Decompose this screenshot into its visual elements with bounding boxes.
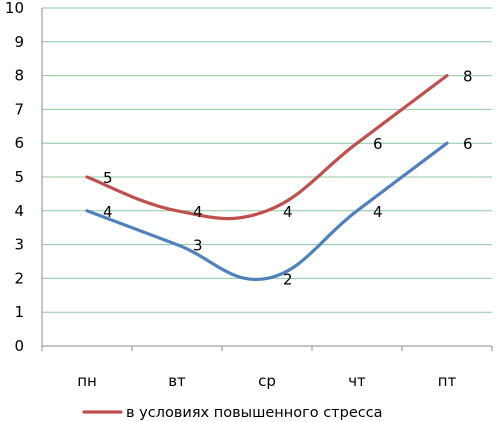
y-tick-label-5: 5 — [14, 168, 24, 186]
x-tick-label-2: ср — [258, 372, 276, 390]
data-label-s0-4: 8 — [463, 68, 473, 86]
y-axis-tick-labels: 0 1 2 3 4 5 6 7 8 9 10 — [5, 0, 24, 355]
y-tick-label-9: 9 — [14, 33, 24, 51]
data-label-s0-1: 4 — [193, 203, 203, 221]
x-tick-label-4: пт — [438, 372, 457, 390]
y-tick-label-8: 8 — [14, 67, 24, 85]
data-label-s0-0: 5 — [103, 169, 113, 187]
data-labels: 5 4 4 6 8 4 3 2 4 6 — [103, 68, 473, 289]
y-tick-label-10: 10 — [5, 0, 24, 17]
series-line-0 — [85, 74, 449, 221]
data-label-s0-3: 6 — [373, 135, 383, 153]
axes — [41, 8, 493, 351]
data-label-s1-2: 2 — [283, 270, 293, 288]
y-tick-label-7: 7 — [14, 100, 24, 118]
legend: в условиях повышенного стресса — [82, 405, 383, 421]
x-tick-label-3: чт — [348, 372, 366, 390]
x-axis-tick-labels: пн вт ср чт пт — [77, 372, 456, 390]
y-tick-label-0: 0 — [14, 337, 24, 355]
data-label-s1-3: 4 — [373, 203, 383, 221]
y-tick-label-1: 1 — [14, 303, 24, 321]
data-label-s0-2: 4 — [283, 203, 293, 221]
y-tick-label-4: 4 — [14, 202, 24, 220]
data-label-s1-1: 3 — [193, 237, 203, 255]
series-line-1 — [85, 141, 449, 282]
legend-label-0: в условиях повышенного стресса — [126, 405, 383, 421]
y-tick-label-2: 2 — [14, 269, 24, 287]
x-tick-label-0: пн — [77, 372, 97, 390]
data-label-s1-0: 4 — [103, 203, 113, 221]
data-label-s1-4: 6 — [463, 135, 473, 153]
x-tick-label-1: вт — [168, 372, 186, 390]
y-tick-label-3: 3 — [14, 236, 24, 254]
grid-lines — [42, 7, 492, 313]
y-tick-label-6: 6 — [14, 134, 24, 152]
series-lines — [85, 74, 449, 282]
